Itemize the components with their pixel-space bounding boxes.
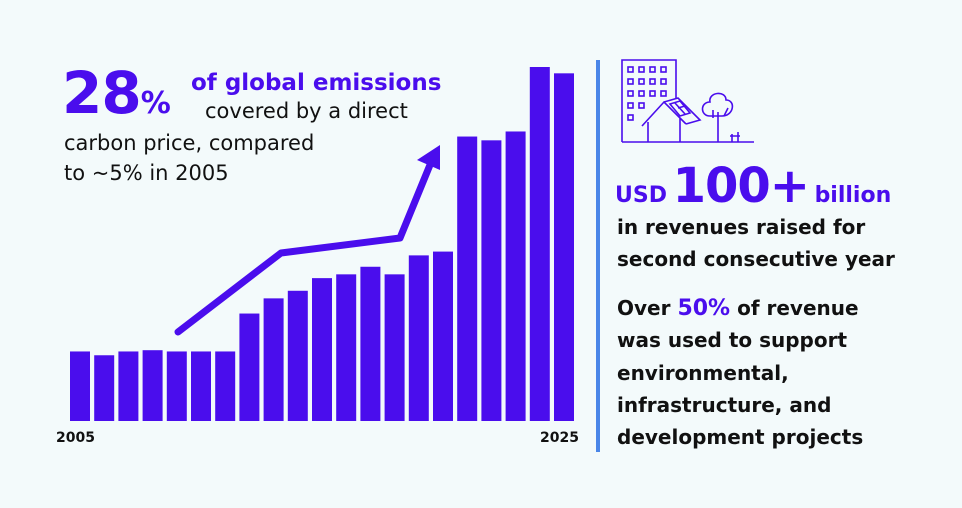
x-tick-end: 2025 (540, 430, 579, 446)
bar-2018 (384, 274, 405, 421)
currency-label: USD (615, 183, 667, 208)
x-tick-start: 2005 (56, 430, 95, 446)
body-line-1: Over 50% of revenue (617, 296, 859, 321)
revenue-amount: 100+ (672, 158, 810, 214)
bar-2011 (215, 351, 236, 421)
stat-line-1: covered by a direct (205, 99, 408, 123)
bar-2015 (312, 278, 332, 421)
bar-2010 (191, 351, 211, 421)
revenue-unit: billion (814, 183, 892, 208)
bar-2023 (505, 131, 526, 421)
bar-2013 (263, 298, 284, 421)
bar-2006 (94, 355, 115, 421)
divider (596, 60, 600, 452)
body-line-2: was used to support (617, 328, 848, 352)
bar-2025 (554, 73, 574, 422)
bar-chart (70, 67, 574, 422)
stat-unit: % (140, 86, 171, 121)
body-line-4: infrastructure, and (617, 393, 832, 417)
bar-2008 (142, 350, 163, 421)
trend-arrow-head-icon (417, 145, 440, 170)
bar-2022 (481, 140, 502, 422)
bar-2012 (239, 313, 260, 421)
bar-2019 (408, 255, 429, 421)
building-house-tree-icon (621, 59, 754, 143)
body-line-5: development projects (617, 425, 864, 449)
bar-2009 (166, 351, 187, 421)
bar-2017 (360, 266, 381, 421)
stat-28-percent: 28% (62, 64, 171, 133)
body-suffix: of revenue (737, 296, 859, 320)
stat-value: 28 (62, 59, 142, 127)
subtitle-line-1: in revenues raised for (617, 215, 866, 239)
body-prefix: Over (617, 296, 671, 320)
stat-line-2: carbon price, compared (64, 131, 315, 155)
bar-2020 (433, 251, 453, 421)
bar-2021 (457, 136, 478, 422)
bar-2024 (529, 67, 550, 421)
stat-heading: of global emissions (191, 70, 442, 96)
bar-2014 (287, 290, 308, 421)
bar-2005 (70, 351, 90, 421)
bar-2007 (118, 351, 139, 421)
body-highlight: 50% (677, 296, 731, 321)
revenue-headline: USD 100+ billion (615, 158, 891, 214)
bar-2016 (336, 274, 357, 421)
subtitle-line-2: second consecutive year (617, 247, 895, 271)
stat-line-3: to ~5% in 2005 (64, 161, 229, 185)
trend-arrow-line (174, 156, 436, 336)
body-line-3: environmental, (617, 361, 789, 385)
